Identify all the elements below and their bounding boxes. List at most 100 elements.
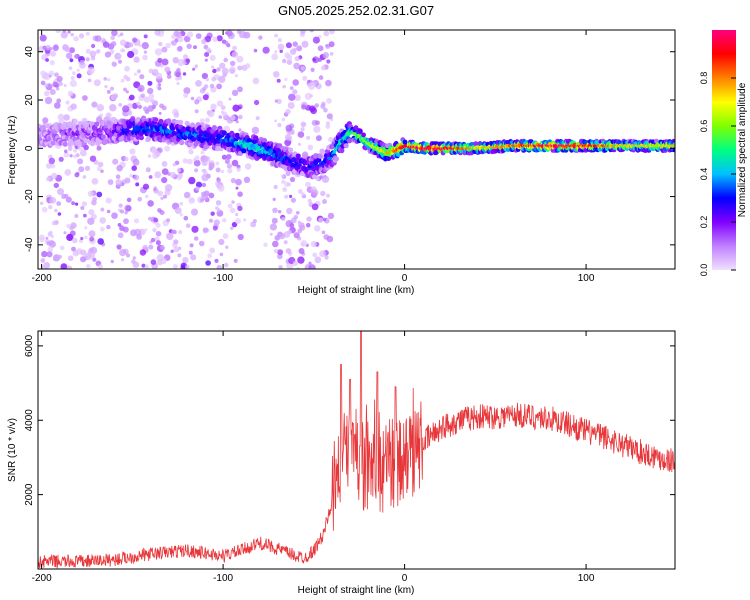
noise-point	[40, 80, 46, 86]
spectrogram-marks	[38, 30, 675, 269]
ridge-point	[221, 130, 227, 136]
noise-point	[147, 154, 152, 158]
ridge-point	[138, 135, 144, 141]
noise-point	[209, 83, 215, 89]
noise-point	[132, 261, 140, 269]
noise-point	[65, 100, 70, 105]
noise-point	[263, 242, 268, 247]
noise-point	[305, 222, 311, 228]
noise-point	[224, 40, 229, 46]
noise-point	[87, 66, 95, 75]
noise-point	[78, 33, 85, 39]
x-tick-label: 100	[578, 273, 595, 284]
noise-point	[315, 120, 320, 126]
noise-point	[293, 232, 300, 239]
noise-point	[57, 188, 64, 196]
noise-point	[284, 139, 292, 147]
y-tick-label: 6000	[24, 334, 35, 357]
noise-point	[214, 258, 219, 263]
ridge-point	[116, 125, 122, 131]
noise-point	[49, 47, 53, 51]
colorbar-ticks: 0.0 0.2 0.4 0.6 0.8	[699, 72, 736, 276]
noise-point	[48, 157, 56, 165]
noise-point	[94, 35, 102, 42]
noise-point	[171, 40, 177, 46]
noise-point	[155, 231, 162, 237]
noise-point	[195, 186, 200, 191]
noise-point	[67, 30, 71, 34]
noise-point	[89, 236, 95, 242]
ridge-point	[361, 132, 366, 138]
noise-point	[209, 54, 216, 61]
ridge-point	[353, 125, 359, 131]
noise-point	[282, 84, 287, 89]
y-tick-label: 2000	[24, 483, 35, 506]
noise-point	[80, 236, 84, 241]
noise-point	[46, 251, 53, 258]
noise-point	[56, 201, 62, 207]
noise-point	[204, 58, 208, 62]
noise-point	[231, 159, 239, 167]
noise-point	[277, 43, 285, 51]
ridge-point	[339, 148, 345, 154]
noise-point	[129, 173, 134, 178]
noise-point	[290, 197, 296, 203]
colorbar-gradient	[712, 30, 736, 270]
noise-point	[107, 78, 111, 82]
noise-point	[317, 45, 324, 52]
noise-point	[115, 179, 122, 186]
noise-point	[309, 30, 314, 33]
noise-point	[293, 62, 301, 70]
noise-point	[310, 241, 317, 247]
noise-point	[304, 92, 312, 100]
noise-point	[157, 190, 164, 197]
noise-point	[125, 90, 129, 94]
noise-point	[125, 253, 131, 258]
noise-point	[307, 79, 311, 84]
noise-point	[63, 152, 70, 158]
noise-point	[188, 250, 193, 255]
ridge-point	[255, 146, 261, 152]
noise-point	[274, 119, 278, 123]
noise-point	[136, 234, 143, 240]
noise-point	[141, 42, 149, 50]
noise-point	[70, 33, 74, 37]
noise-point	[109, 104, 117, 112]
noise-point	[190, 208, 199, 216]
noise-point	[208, 162, 215, 169]
noise-point	[143, 96, 151, 103]
noise-point	[230, 60, 236, 67]
noise-point	[185, 264, 190, 269]
noise-point	[307, 198, 312, 203]
ridge-point	[155, 131, 161, 137]
noise-point	[164, 145, 171, 152]
noise-point	[281, 117, 286, 122]
noise-point	[153, 68, 159, 74]
ridge-point	[312, 174, 318, 180]
noise-point	[320, 65, 326, 71]
noise-point	[235, 186, 239, 190]
noise-point	[57, 113, 65, 121]
y-tick-label: 40	[24, 46, 35, 58]
noise-point	[273, 71, 280, 78]
noise-point	[153, 187, 157, 192]
noise-point	[271, 53, 279, 61]
noise-point	[132, 158, 140, 166]
noise-point	[252, 77, 260, 85]
noise-point	[183, 215, 189, 221]
noise-point	[215, 200, 222, 206]
noise-point	[183, 87, 191, 95]
noise-point	[97, 238, 104, 245]
noise-point	[177, 175, 182, 181]
noise-point	[103, 77, 108, 81]
noise-point	[111, 30, 118, 37]
noise-point	[229, 68, 236, 74]
noise-point	[72, 71, 76, 75]
noise-point	[269, 232, 273, 236]
noise-point	[216, 208, 221, 212]
noise-point	[133, 218, 140, 224]
noise-point	[58, 156, 64, 162]
noise-point	[53, 182, 59, 189]
noise-point	[297, 228, 303, 234]
noise-point	[82, 95, 88, 101]
